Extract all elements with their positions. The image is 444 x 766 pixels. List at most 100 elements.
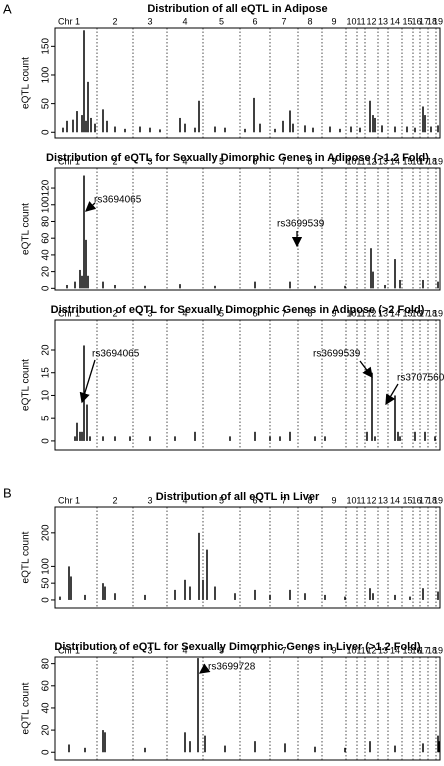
bar [369,741,371,753]
chromosome-label: 11 [356,156,365,166]
chromosome-label: 5 [219,645,224,655]
chart-title: Distribution of all eQTL in Adipose [147,3,327,15]
bar [106,120,108,133]
chromosome-label: 13 [378,16,388,26]
chromosome-label: 16 [411,645,421,655]
bar [394,395,396,441]
bar [189,741,191,753]
chromosome-label: 16 [411,308,421,318]
bar [394,745,396,753]
chromosome-label: Chr 1 [58,645,80,655]
chromosome-label: 6 [252,16,257,26]
bar [102,109,104,133]
y-tick-label: 80 [41,215,52,227]
annotation: rs3694065 [92,349,140,360]
chromosome-label: 8 [307,495,312,505]
bar [76,111,78,133]
bar [374,117,376,133]
chromosome-label: 6 [252,308,257,318]
chromosome-label: 12 [366,16,376,26]
bar [254,741,256,753]
bar [174,589,176,600]
chromosome-label: 13 [378,645,388,655]
bar [179,284,181,289]
bar [114,436,116,441]
chromosome-label: 2 [112,645,117,655]
bar [314,285,316,289]
bar [344,285,346,289]
chromosome-label: 8 [307,156,312,166]
chromosome-label: 15 [402,156,412,166]
chromosome-label: 9 [331,156,336,166]
chromosome-label: 10 [346,645,356,655]
chromosome-label: Chr 1 [58,16,80,26]
bar [372,115,374,133]
bar [59,596,61,600]
y-axis-label: eQTL count [21,359,32,411]
bar [422,588,424,600]
chromosome-label: 14 [390,16,400,26]
chromosome-label: 13 [378,156,388,166]
bar [314,746,316,753]
plot-frame [54,656,441,761]
y-tick-label: 10 [41,389,52,401]
chromosome-label: 19 [433,645,443,655]
chromosome-label: 4 [182,495,187,505]
bar [102,730,104,753]
annotation: rs3707560 [397,373,444,384]
y-tick-label: 20 [41,344,52,356]
chromosome-label: 16 [411,495,421,505]
bar [304,125,306,133]
bar [366,431,368,441]
bar [259,123,261,133]
chromosome-label: 17 [419,645,429,655]
bar [274,128,276,133]
bar [144,594,146,600]
chromosome-label: 12 [366,308,376,318]
chromosome-label: 7 [281,495,286,505]
bar [414,431,416,441]
bar [149,436,151,441]
chromosome-label: 17 [419,308,429,318]
bar [76,422,78,441]
chromosome-label: 12 [366,495,376,505]
panel-label: B [3,485,12,500]
bar [104,732,106,753]
bar [83,30,85,133]
bar [254,589,256,600]
bar [68,566,70,600]
bar [81,115,83,133]
bar [184,579,186,600]
bar [289,431,291,441]
bar [104,586,106,600]
bar [87,275,89,289]
plot-frame [54,506,441,609]
bar [83,175,85,289]
chromosome-label: 10 [346,16,356,26]
bar [197,658,199,753]
bar [79,269,81,289]
bar [66,120,68,133]
bar [424,115,426,133]
chromosome-label: 11 [356,16,365,26]
y-tick-label: 0 [41,285,52,291]
chart-title: Distribution of all eQTL in Liver [156,491,320,503]
annotation-arrow [85,201,97,212]
bar [422,106,424,133]
bar [87,81,89,133]
annotation: rs3694065 [94,195,142,206]
bar [86,404,88,441]
chromosome-label: 3 [147,156,152,166]
bar [114,284,116,289]
y-tick-label: 200 [41,524,52,541]
chromosome-label: 8 [307,308,312,318]
chromosome-label: 7 [281,16,286,26]
chromosome-label: 5 [219,156,224,166]
bar [84,747,86,753]
chromosome-label: Chr 1 [58,156,80,166]
chromosome-label: 6 [252,645,257,655]
bar [229,436,231,441]
bar [89,436,91,441]
y-tick-label: 40 [41,249,52,261]
bar [179,117,181,133]
